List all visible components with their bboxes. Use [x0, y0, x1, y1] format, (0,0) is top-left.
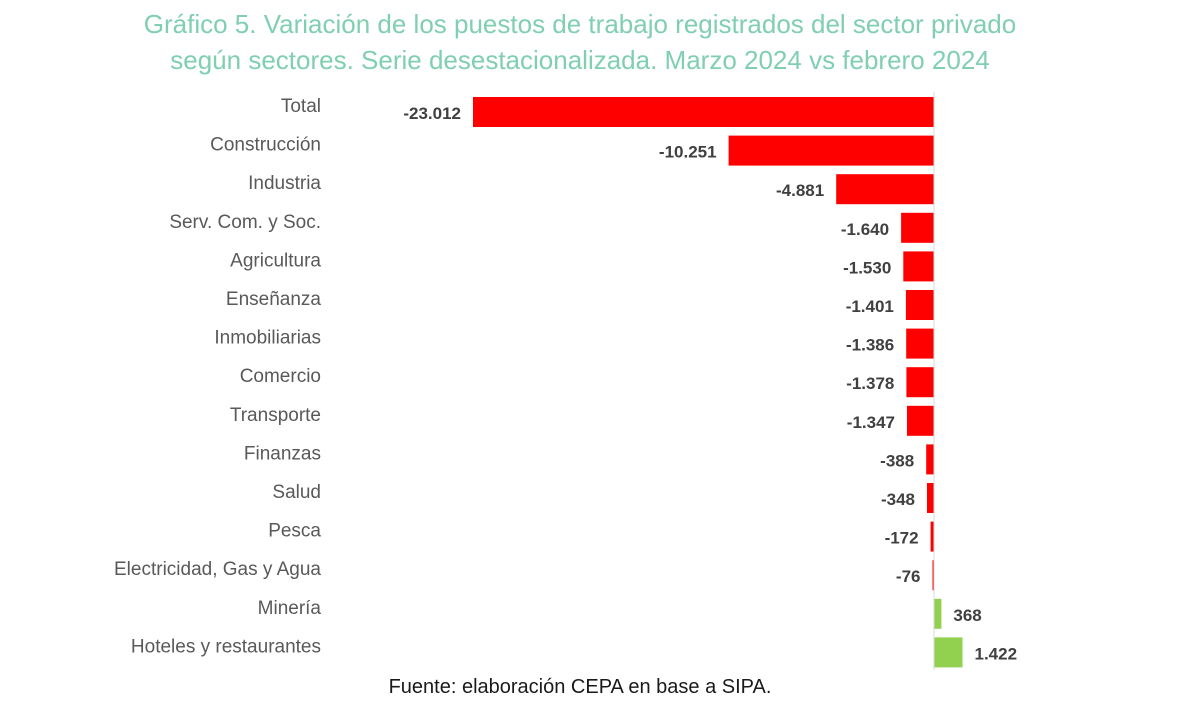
bar: [473, 97, 934, 127]
bar: [932, 560, 934, 591]
bar: [905, 290, 934, 320]
category-label: Industria: [248, 173, 321, 194]
bar: [906, 367, 934, 398]
category-label: Total: [281, 96, 321, 117]
bar: [901, 212, 934, 243]
chart-title-line-1: Gráfico 5. Variación de los puestos de t…: [143, 9, 1017, 39]
bar: [930, 521, 934, 552]
category-label: Serv. Com. y Soc.: [169, 212, 321, 233]
bar: [927, 483, 934, 513]
category-label: Pesca: [268, 521, 321, 542]
bar: [926, 444, 934, 475]
bar: [907, 405, 934, 436]
category-label: Electricidad, Gas y Agua: [114, 559, 321, 580]
bar: [903, 251, 934, 282]
value-label: -4.881: [776, 181, 824, 200]
category-label: Construcción: [210, 135, 321, 156]
bar: [836, 174, 934, 205]
value-label: -1.386: [846, 336, 894, 355]
category-label: Enseñanza: [226, 289, 322, 310]
value-label: -76: [896, 567, 921, 586]
bar: [906, 328, 934, 359]
bars-group: [473, 97, 963, 668]
category-label: Transporte: [230, 405, 321, 426]
value-label: -1.378: [846, 374, 894, 393]
category-label: Comercio: [240, 366, 321, 387]
value-label: 368: [953, 606, 981, 625]
value-label: -1.401: [846, 297, 894, 316]
category-labels-group: Total Construcción Industria Serv. Com. y S…: [114, 96, 321, 657]
value-label: -1.347: [847, 413, 895, 432]
value-label: 1.422: [975, 644, 1018, 663]
value-label: -1.640: [841, 220, 889, 239]
bar: [934, 598, 942, 629]
value-label: -10.251: [659, 143, 717, 162]
value-label: -23.012: [403, 104, 461, 123]
category-label: Agricultura: [230, 250, 321, 271]
category-label: Inmobiliarias: [214, 328, 321, 349]
category-label: Minería: [258, 598, 322, 619]
value-label: -172: [885, 529, 919, 548]
value-label: -388: [880, 451, 914, 470]
source-note: Fuente: elaboración CEPA en base a SIPA.: [388, 676, 772, 698]
chart-title: Gráfico 5. Variación de los puestos de t…: [0, 6, 1160, 78]
value-label: -1.530: [843, 258, 891, 277]
category-label: Hoteles y restaurantes: [131, 636, 321, 657]
category-label: Finanzas: [244, 443, 321, 464]
bar: [934, 637, 963, 668]
value-label: -348: [881, 490, 915, 509]
value-labels-group: -23.012 -10.251 -4.881 -1.640 -1.530 -1.401 -1…: [403, 104, 1017, 663]
category-label: Salud: [272, 482, 321, 503]
bar: [728, 135, 934, 166]
chart-title-line-2: según sectores. Serie desestacionalizada…: [170, 45, 990, 75]
